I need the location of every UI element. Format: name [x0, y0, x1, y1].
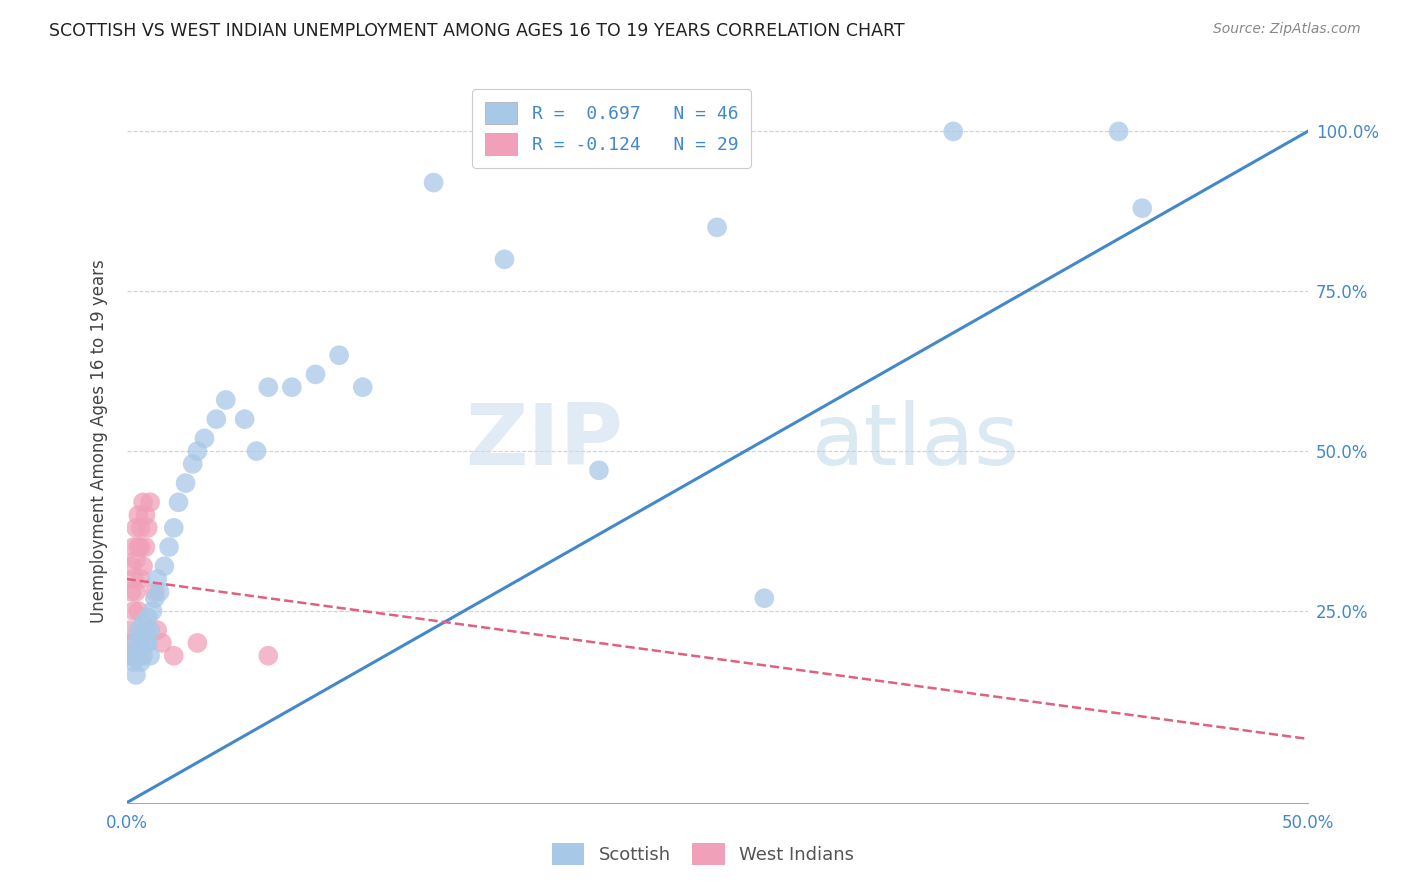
Point — [143, 584, 166, 599]
Point — [127, 540, 149, 554]
Text: ZIP: ZIP — [465, 400, 623, 483]
Y-axis label: Unemployment Among Ages 16 to 19 years: Unemployment Among Ages 16 to 19 years — [90, 260, 108, 624]
Point — [422, 176, 444, 190]
Point — [120, 559, 142, 574]
Point — [132, 495, 155, 509]
Point — [120, 636, 142, 650]
Point — [193, 431, 215, 445]
Point — [120, 584, 142, 599]
Point — [125, 553, 148, 567]
Point — [257, 380, 280, 394]
Point — [328, 348, 350, 362]
Point — [125, 668, 148, 682]
Point — [636, 124, 658, 138]
Point — [754, 591, 776, 606]
Point — [143, 591, 166, 606]
Point — [215, 392, 238, 407]
Point — [146, 623, 169, 637]
Point — [281, 380, 304, 394]
Point — [134, 623, 156, 637]
Point — [122, 572, 145, 586]
Point — [150, 636, 173, 650]
Point — [352, 380, 374, 394]
Point — [127, 642, 149, 657]
Point — [118, 623, 141, 637]
Text: Source: ZipAtlas.com: Source: ZipAtlas.com — [1213, 22, 1361, 37]
Legend: Scottish, West Indians: Scottish, West Indians — [544, 836, 862, 872]
Point — [153, 559, 176, 574]
Point — [136, 521, 159, 535]
Point — [134, 540, 156, 554]
Point — [149, 584, 172, 599]
Point — [139, 495, 162, 509]
Point — [141, 604, 163, 618]
Point — [132, 559, 155, 574]
Point — [157, 540, 180, 554]
Point — [167, 495, 190, 509]
Point — [129, 636, 152, 650]
Point — [129, 521, 152, 535]
Point — [127, 604, 149, 618]
Point — [129, 655, 152, 669]
Point — [118, 648, 141, 663]
Point — [125, 584, 148, 599]
Point — [257, 648, 280, 663]
Point — [136, 610, 159, 624]
Text: SCOTTISH VS WEST INDIAN UNEMPLOYMENT AMONG AGES 16 TO 19 YEARS CORRELATION CHART: SCOTTISH VS WEST INDIAN UNEMPLOYMENT AMO… — [49, 22, 905, 40]
Point — [134, 636, 156, 650]
Point — [129, 540, 152, 554]
Point — [134, 508, 156, 522]
Point — [132, 616, 155, 631]
Point — [139, 623, 162, 637]
Point — [494, 252, 516, 267]
Point — [205, 412, 228, 426]
Text: atlas: atlas — [811, 400, 1019, 483]
Point — [129, 572, 152, 586]
Point — [125, 636, 148, 650]
Point — [122, 655, 145, 669]
Point — [127, 508, 149, 522]
Point — [1130, 201, 1153, 215]
Point — [127, 623, 149, 637]
Legend: R =  0.697   N = 46, R = -0.124   N = 29: R = 0.697 N = 46, R = -0.124 N = 29 — [472, 89, 751, 168]
Point — [122, 604, 145, 618]
Point — [163, 521, 186, 535]
Point — [186, 636, 208, 650]
Point — [233, 412, 256, 426]
Point — [163, 648, 186, 663]
Point — [136, 636, 159, 650]
Point — [706, 220, 728, 235]
Point — [122, 540, 145, 554]
Point — [942, 124, 965, 138]
Point — [181, 457, 204, 471]
Point — [245, 444, 267, 458]
Point — [186, 444, 208, 458]
Point — [1108, 124, 1130, 138]
Point — [304, 368, 326, 382]
Point — [146, 572, 169, 586]
Point — [174, 476, 197, 491]
Point — [132, 648, 155, 663]
Point — [125, 521, 148, 535]
Point — [588, 463, 610, 477]
Point — [120, 648, 142, 663]
Point — [139, 648, 162, 663]
